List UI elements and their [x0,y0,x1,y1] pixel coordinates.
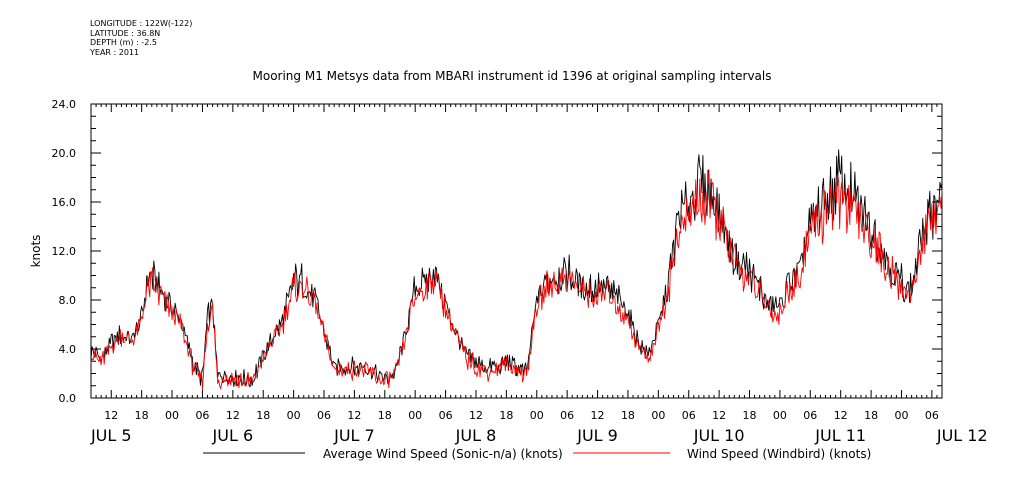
hour-tick-label: 18 [135,409,149,422]
series-line-average-wind-speed [90,149,943,388]
hour-tick-label: 06 [560,409,574,422]
hour-tick-label: 00 [651,409,665,422]
hour-tick-label: 18 [621,409,635,422]
hour-tick-label: 00 [165,409,179,422]
hour-tick-label: 06 [195,409,209,422]
hour-tick-label: 18 [499,409,513,422]
hour-tick-label: 06 [803,409,817,422]
hour-tick-label: 06 [317,409,331,422]
hour-tick-label: 00 [773,409,787,422]
hour-tick-label: 12 [591,409,605,422]
hour-tick-label: 06 [439,409,453,422]
date-label: JUL 5 [90,426,132,445]
hour-tick-label: 00 [408,409,422,422]
legend: Average Wind Speed (Sonic-n/a) (knots) W… [203,447,871,461]
y-tick-label: 12.0 [52,245,77,258]
date-label: JUL 8 [455,426,497,445]
hour-tick-label: 18 [256,409,270,422]
date-label: JUL 9 [576,426,618,445]
y-tick-label: 0.0 [59,392,77,405]
y-axis-label: knots [29,235,43,268]
longitude-label: LONGITUDE : 122W(-122) [90,19,193,28]
hour-tick-label: 00 [530,409,544,422]
legend-label-windbird-wind-speed: Wind Speed (Windbird) (knots) [687,447,871,461]
hour-tick-label: 18 [864,409,878,422]
chart-title: Mooring M1 Metsys data from MBARI instru… [253,69,772,83]
y-tick-label: 20.0 [52,147,77,160]
hour-tick-label: 12 [226,409,240,422]
y-tick-label: 4.0 [59,343,77,356]
date-label: JUL 10 [693,426,745,445]
depth-label: DEPTH (m) : -2.5 [90,38,157,47]
hour-tick-label: 12 [469,409,483,422]
series-layer [90,149,943,391]
x-axis: 12 18 00 06 12 18 00 06 12 18 00 06 12 18 00 06 12 18 00 06… [90,104,988,445]
date-label: JUL 6 [212,426,254,445]
series-line-windbird-wind-speed [90,169,943,391]
hour-tick-label: 00 [287,409,301,422]
plot-frame [90,103,943,399]
hour-tick-label: 12 [104,409,118,422]
latitude-label: LATITUDE : 36.8N [90,28,161,38]
metadata-block: LONGITUDE : 122W(-122) LATITUDE : 36.8N … [90,19,192,57]
date-label: JUL 12 [936,426,988,445]
hour-tick-label: 00 [894,409,908,422]
hour-tick-label: 12 [712,409,726,422]
hour-tick-label: 12 [834,409,848,422]
date-label: JUL 7 [333,426,375,445]
date-label: JUL 11 [814,426,866,445]
hour-tick-label: 12 [347,409,361,422]
legend-label-average-wind-speed: Average Wind Speed (Sonic-n/a) (knots) [323,447,563,461]
y-tick-label: 24.0 [52,98,77,111]
year-label: YEAR : 2011 [90,47,140,57]
y-axis: 0.0 4.0 8.0 12.0 16.0 20.0 24.0 [52,98,942,405]
y-tick-label: 8.0 [59,294,77,307]
y-tick-label: 16.0 [52,196,77,209]
hour-tick-label: 06 [682,409,696,422]
hour-tick-label: 06 [925,409,939,422]
hour-tick-label: 18 [378,409,392,422]
hour-tick-label: 18 [743,409,757,422]
